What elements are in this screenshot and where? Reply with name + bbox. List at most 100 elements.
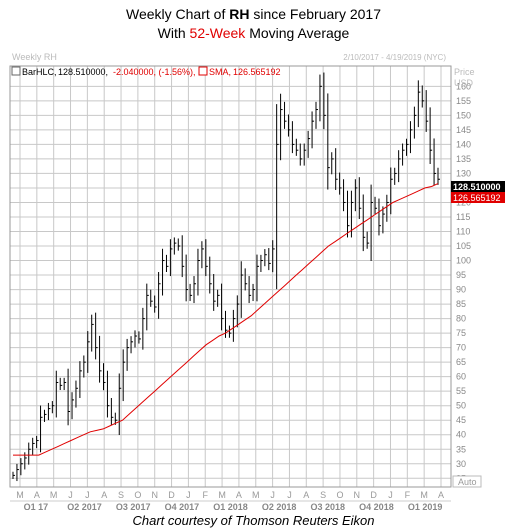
- y-tick-label: 90: [456, 285, 466, 295]
- x-tick-month: O: [134, 490, 141, 500]
- price-bar: [327, 93, 330, 190]
- price-bar: [409, 121, 413, 154]
- legend-row: BarHLC, 128.510000, -2.040000, (-1.56%),…: [11, 66, 281, 77]
- y-axis-ticks: 2530354045505560657075808590951001051101…: [456, 81, 471, 483]
- subtitle-prefix: With: [157, 25, 190, 41]
- price-bar: [177, 238, 181, 251]
- x-tick-month: J: [68, 490, 73, 500]
- price-bar: [75, 380, 78, 408]
- price-bar: [280, 93, 283, 161]
- x-tick-month: A: [236, 490, 242, 500]
- price-bar: [71, 392, 75, 420]
- sma-price-text: 126.565192: [453, 193, 501, 203]
- bar-legend-icon[interactable]: [11, 66, 21, 76]
- y-tick-label: 95: [456, 270, 466, 280]
- price-bar: [106, 370, 110, 418]
- price-bar: [185, 254, 189, 302]
- x-tick-month: O: [336, 490, 343, 500]
- x-tick-month: S: [118, 490, 124, 500]
- price-bar: [295, 138, 299, 156]
- sma-legend-value: 126.565192: [233, 67, 281, 77]
- price-bar: [402, 143, 405, 166]
- price-bar: [437, 167, 440, 185]
- price-bar: [16, 463, 19, 482]
- price-bar: [287, 114, 291, 137]
- price-bar: [354, 179, 358, 212]
- price-bar: [311, 111, 315, 149]
- price-bar: [284, 101, 287, 129]
- price-bar: [315, 101, 319, 129]
- currency-label: USD: [454, 78, 474, 88]
- price-bar: [162, 248, 165, 296]
- price-bar: [256, 254, 259, 302]
- y-tick-label: 105: [456, 241, 471, 251]
- x-tick-quarter: Q2 2017: [67, 502, 102, 510]
- sma-legend-icon[interactable]: [198, 66, 208, 76]
- price-bar: [358, 177, 362, 220]
- price-bar: [158, 271, 161, 319]
- plot-frame: [9, 65, 452, 488]
- x-tick-month: J: [287, 490, 292, 500]
- price-bar: [378, 198, 381, 236]
- y-tick-label: 80: [456, 314, 466, 324]
- price-bar: [319, 74, 322, 122]
- price-bar: [173, 237, 177, 255]
- price-bar: [28, 442, 31, 465]
- price-bar: [425, 90, 429, 132]
- price-bar: [374, 196, 378, 214]
- price-bar: [331, 152, 334, 175]
- price-bar: [126, 338, 130, 371]
- x-tick-month: A: [101, 490, 107, 500]
- price-bar: [114, 412, 118, 425]
- x-tick-quarter: Q3 2018: [311, 502, 346, 510]
- chart-title-line1: Weekly Chart of RH since February 2017: [0, 6, 507, 22]
- subtitle-suffix: Moving Average: [245, 25, 350, 41]
- y-tick-label: 115: [456, 212, 470, 222]
- x-tick-quarter: Q1 17: [24, 502, 49, 510]
- price-bar: [232, 309, 236, 342]
- x-tick-month: A: [303, 490, 309, 500]
- price-bar: [122, 349, 126, 402]
- price-bar: [228, 325, 232, 338]
- price-bar: [209, 256, 212, 294]
- price-bar: [366, 231, 370, 249]
- price-bar: [303, 143, 307, 166]
- price-bar: [343, 179, 346, 212]
- y-tick-label: 70: [456, 343, 466, 353]
- chart-caption: Chart courtesy of Thomson Reuters Eikon: [132, 513, 375, 528]
- x-tick-quarter: Q2 2018: [262, 502, 297, 510]
- y-tick-label: 150: [456, 110, 471, 120]
- price-bar: [248, 276, 252, 304]
- price-bar: [197, 248, 200, 296]
- price-bar: [193, 276, 197, 304]
- x-tick-month: M: [218, 490, 226, 500]
- price-bar: [252, 283, 256, 302]
- bar-legend-label: BarHLC,: [22, 67, 57, 77]
- price-bar: [205, 239, 208, 277]
- y-tick-label: 65: [456, 357, 466, 367]
- price-bars: [12, 72, 440, 482]
- x-tick-month: N: [151, 490, 158, 500]
- last-price-tag: 128.510000: [451, 181, 505, 192]
- price-bar: [130, 336, 134, 354]
- price-bar: [406, 138, 409, 156]
- y-tick-label: 160: [456, 81, 471, 91]
- price-bar: [346, 190, 350, 238]
- title-ticker: RH: [229, 6, 250, 22]
- auto-button[interactable]: [452, 475, 482, 488]
- x-tick-month: D: [370, 490, 377, 500]
- price-bar: [142, 307, 145, 350]
- price-bar: [398, 150, 401, 183]
- price-bar: [386, 194, 389, 222]
- y-tick-label: 40: [456, 430, 466, 440]
- x-tick-month: A: [438, 490, 444, 500]
- price-bar: [429, 107, 433, 164]
- price-bar: [32, 437, 35, 455]
- auto-label: Auto: [458, 477, 477, 487]
- price-bar: [63, 377, 67, 391]
- y-tick-label: 45: [456, 415, 466, 425]
- last-price-text: 128.510000: [453, 182, 501, 192]
- price-bar: [150, 289, 153, 307]
- price-bar: [59, 377, 63, 391]
- price-bar: [40, 405, 43, 453]
